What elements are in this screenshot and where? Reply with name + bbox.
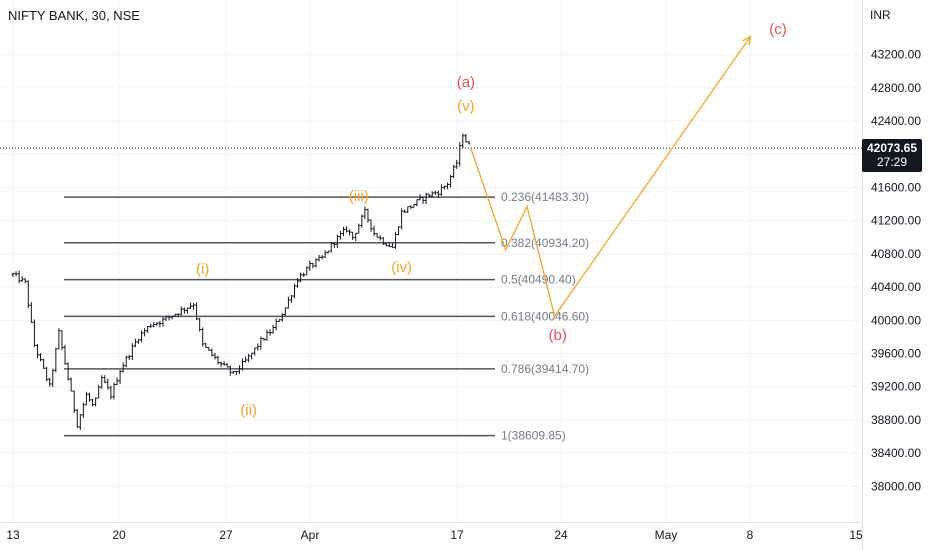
time-tick-label: 24 bbox=[554, 528, 568, 542]
time-tick-label: 17 bbox=[450, 528, 464, 542]
time-axis[interactable]: 13 20 27 Apr 17 24 May 8 15 bbox=[0, 522, 863, 543]
wave-label: (b) bbox=[549, 327, 567, 344]
wave-label: (a) bbox=[457, 74, 475, 91]
fib-level-label: 0.618(40046.60) bbox=[501, 309, 589, 323]
fib-level-label: 0.236(41483.30) bbox=[501, 190, 589, 204]
symbol-title: NIFTY BANK, 30, NSE bbox=[8, 8, 140, 23]
time-tick-label: May bbox=[655, 528, 678, 542]
price-tick-label: 41600.00 bbox=[871, 181, 921, 195]
currency-label: INR bbox=[870, 8, 891, 22]
fib-level-label: 0.786(39414.70) bbox=[501, 362, 589, 376]
time-tick-label: 13 bbox=[6, 528, 20, 542]
price-tick-label: 38800.00 bbox=[871, 413, 921, 427]
time-tick-label: 8 bbox=[747, 528, 754, 542]
projection-arrowhead bbox=[742, 35, 752, 46]
time-tick-label: Apr bbox=[301, 528, 320, 542]
price-tick-label: 43200.00 bbox=[871, 48, 921, 62]
fib-level-label: 1(38609.85) bbox=[501, 429, 566, 443]
time-tick-label: 20 bbox=[112, 528, 126, 542]
wave-label: (iv) bbox=[391, 259, 412, 276]
price-tick-label: 40400.00 bbox=[871, 280, 921, 294]
last-price-value: 42073.65 bbox=[866, 141, 918, 155]
price-tick-label: 41200.00 bbox=[871, 214, 921, 228]
price-tick-label: 38000.00 bbox=[871, 479, 921, 493]
price-tick-label: 42400.00 bbox=[871, 114, 921, 128]
fibonacci-retracement: 0.236(41483.30) 0.382(40934.20) 0.5(40490.… bbox=[64, 190, 589, 443]
elliott-wave-labels: (i) (ii) (iii) (iv) (v) (a) (b) (c) bbox=[196, 21, 787, 419]
price-tick-label: 40800.00 bbox=[871, 247, 921, 261]
projection-line bbox=[470, 36, 751, 318]
wave-label: (v) bbox=[457, 98, 475, 115]
price-tick-label: 42800.00 bbox=[871, 81, 921, 95]
price-tick-label: 38400.00 bbox=[871, 446, 921, 460]
time-tick-label: 15 bbox=[849, 528, 863, 542]
wave-label: (c) bbox=[769, 21, 787, 38]
fib-level-label: 0.382(40934.20) bbox=[501, 236, 589, 250]
wave-projection-path bbox=[470, 35, 752, 318]
last-price-tag: 42073.65 27:29 bbox=[862, 139, 922, 172]
price-tick-label: 40000.00 bbox=[871, 313, 921, 327]
price-tick-label: 39600.00 bbox=[871, 347, 921, 361]
price-axis[interactable]: 38000.00 38400.00 38800.00 39200.00 39600.00… bbox=[862, 0, 922, 550]
fib-level-label: 0.5(40490.40) bbox=[501, 273, 576, 287]
wave-label: (ii) bbox=[240, 402, 257, 419]
price-tick-label: 39200.00 bbox=[871, 380, 921, 394]
wave-label: (iii) bbox=[349, 188, 369, 205]
time-tick-label: 27 bbox=[219, 528, 233, 542]
bar-countdown: 27:29 bbox=[876, 155, 908, 169]
chart-grid bbox=[0, 0, 862, 522]
wave-label: (i) bbox=[196, 261, 209, 278]
candlestick-series bbox=[0, 133, 862, 430]
